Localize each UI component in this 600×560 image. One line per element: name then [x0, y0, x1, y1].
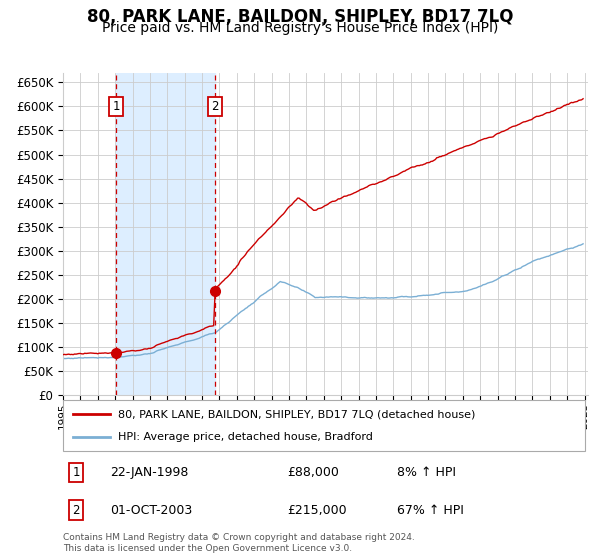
FancyBboxPatch shape — [63, 400, 585, 451]
Text: 8% ↑ HPI: 8% ↑ HPI — [397, 466, 456, 479]
Text: 2: 2 — [211, 100, 219, 113]
Text: 80, PARK LANE, BAILDON, SHIPLEY, BD17 7LQ (detached house): 80, PARK LANE, BAILDON, SHIPLEY, BD17 7L… — [118, 409, 475, 419]
Text: 80, PARK LANE, BAILDON, SHIPLEY, BD17 7LQ: 80, PARK LANE, BAILDON, SHIPLEY, BD17 7L… — [87, 8, 513, 26]
Text: 1: 1 — [73, 466, 80, 479]
Text: £215,000: £215,000 — [287, 504, 347, 517]
Text: 67% ↑ HPI: 67% ↑ HPI — [397, 504, 464, 517]
Text: Contains HM Land Registry data © Crown copyright and database right 2024.
This d: Contains HM Land Registry data © Crown c… — [63, 533, 415, 553]
Text: 2: 2 — [73, 504, 80, 517]
Text: 22-JAN-1998: 22-JAN-1998 — [110, 466, 188, 479]
Text: HPI: Average price, detached house, Bradford: HPI: Average price, detached house, Brad… — [118, 432, 373, 442]
Text: Price paid vs. HM Land Registry's House Price Index (HPI): Price paid vs. HM Land Registry's House … — [102, 21, 498, 35]
Bar — [116, 73, 215, 395]
Text: £88,000: £88,000 — [287, 466, 340, 479]
Text: 1: 1 — [112, 100, 120, 113]
Text: 01-OCT-2003: 01-OCT-2003 — [110, 504, 192, 517]
